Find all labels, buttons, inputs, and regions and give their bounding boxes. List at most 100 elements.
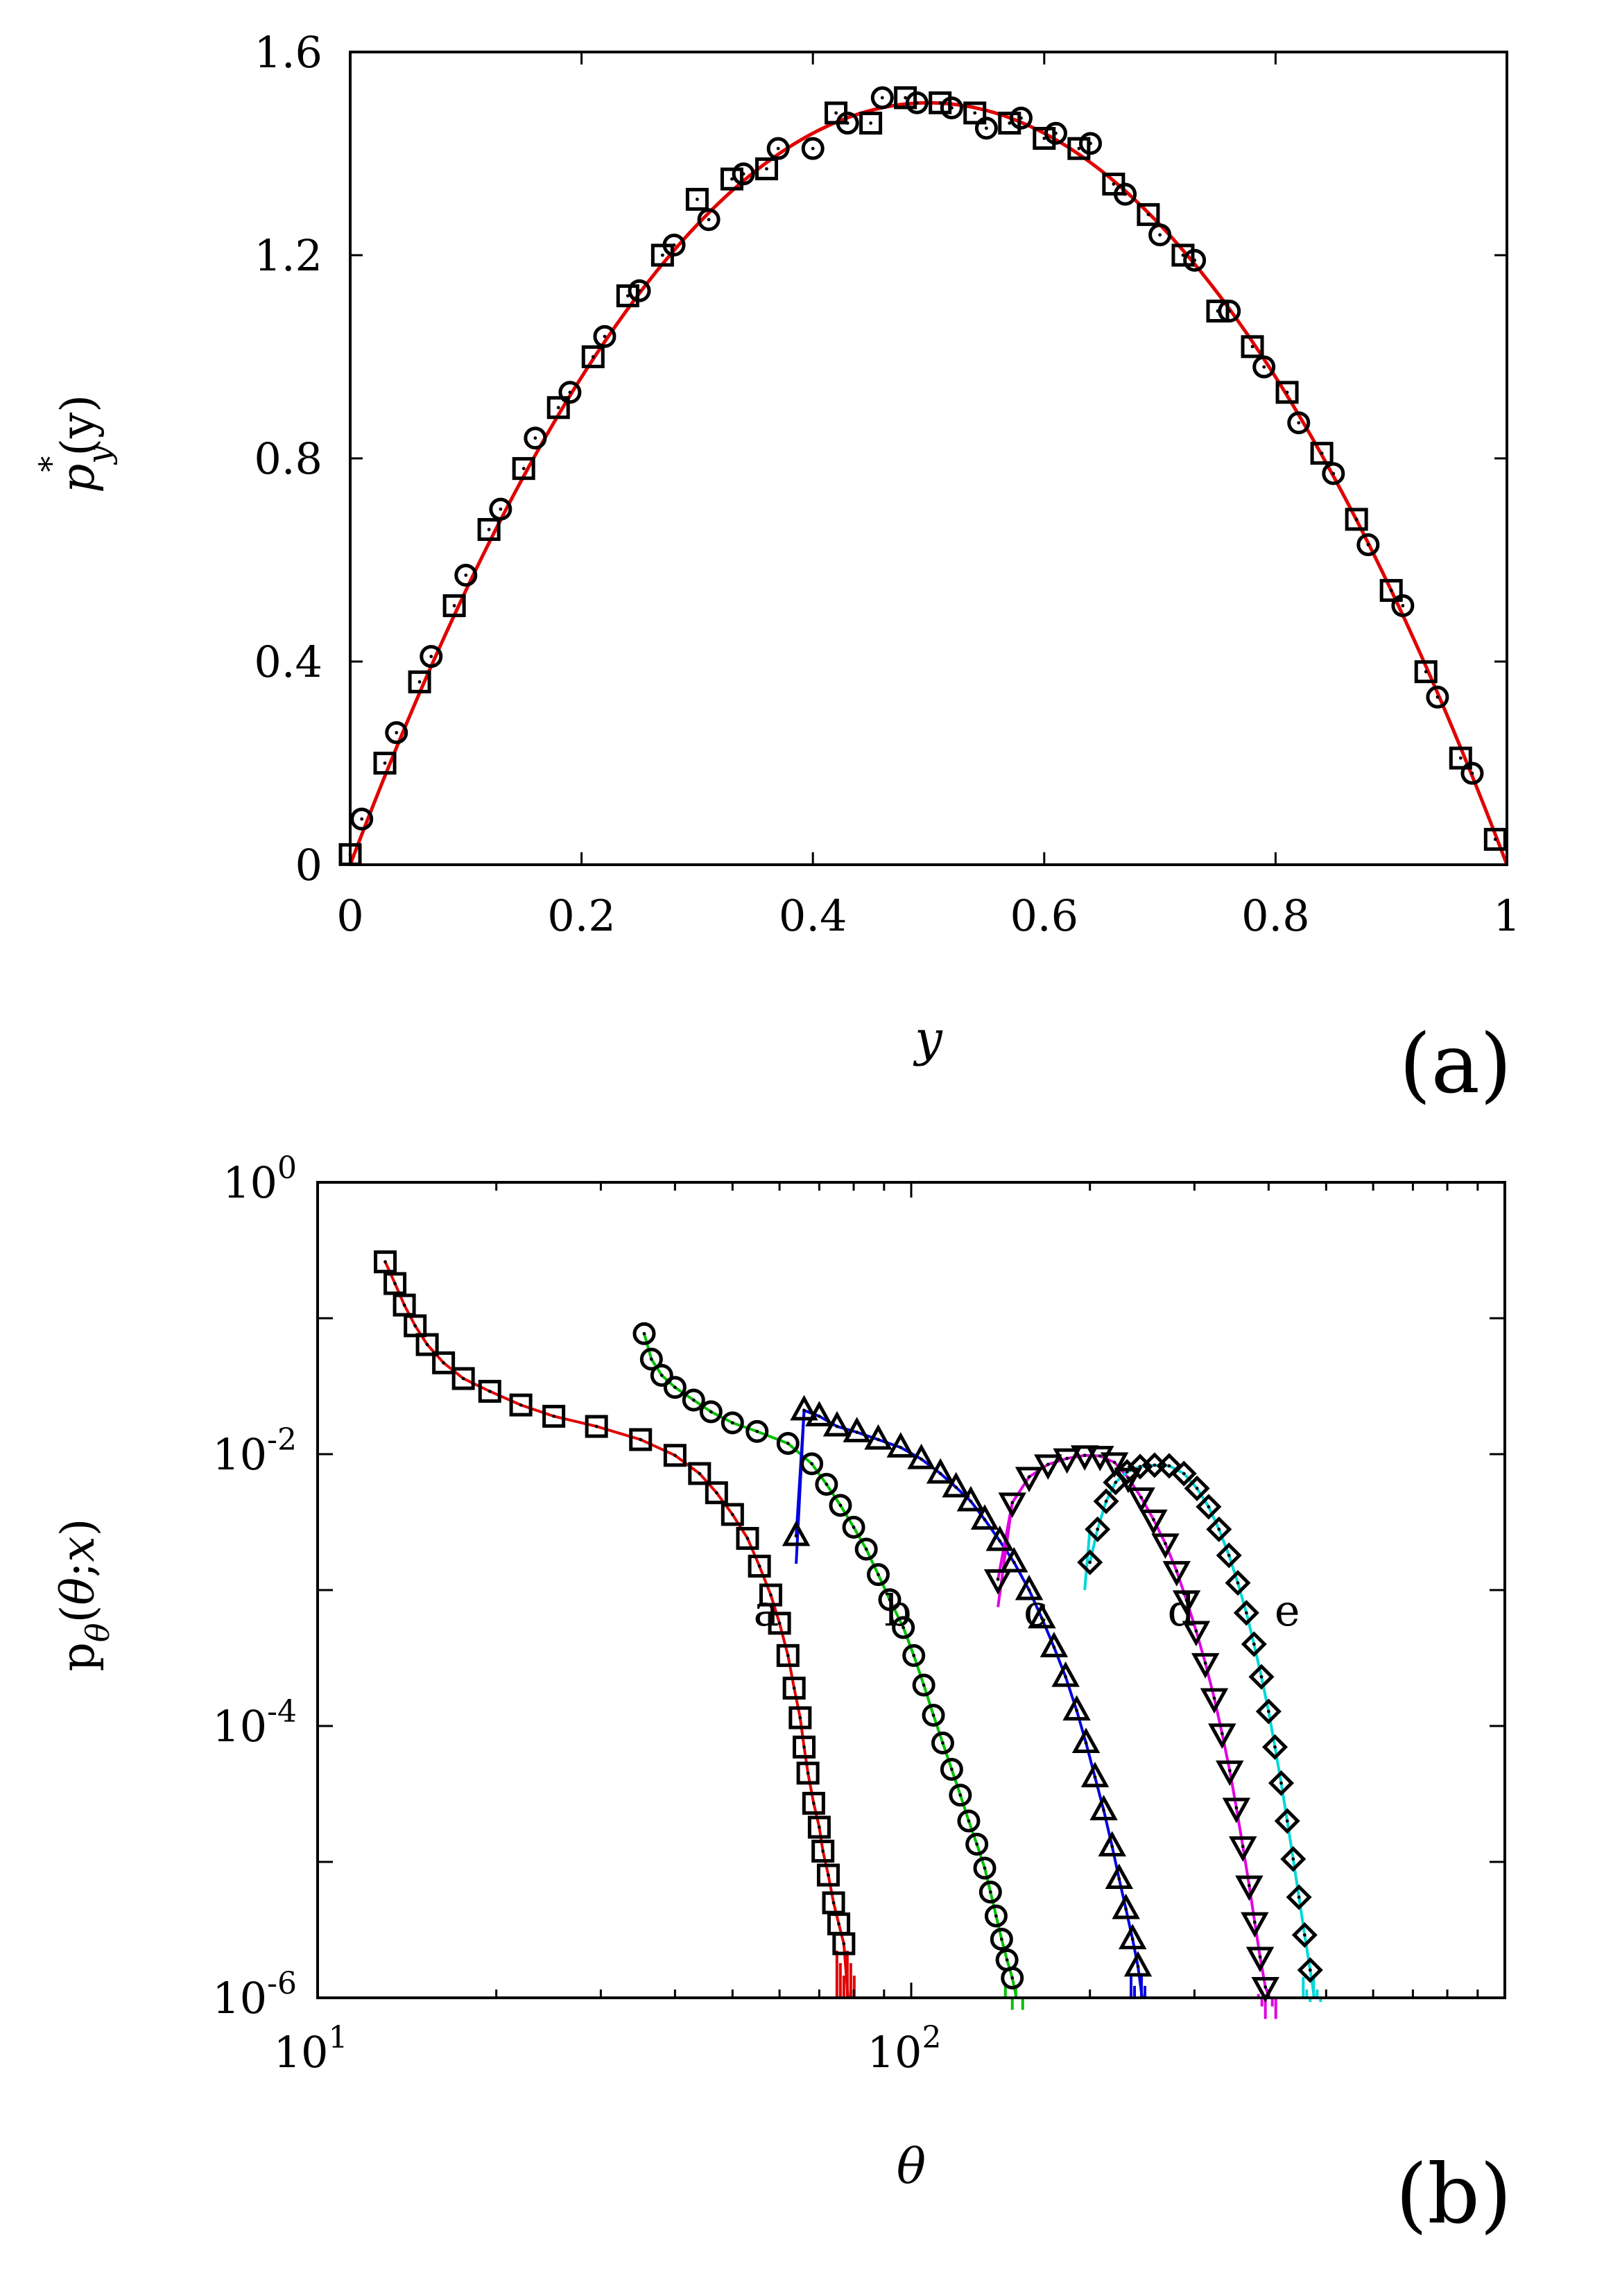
series-c-point bbox=[1080, 1761, 1110, 1788]
series-a-point bbox=[759, 1583, 782, 1607]
squares-point bbox=[408, 670, 431, 693]
series-a-point bbox=[796, 1761, 820, 1785]
ticks-b: 101 102 10-6 10-4 10-2 100 bbox=[212, 1150, 1505, 2078]
series-e-point bbox=[1156, 1453, 1182, 1479]
x-tick-label-a: 1 bbox=[1493, 890, 1520, 941]
x-tick-label-a: 0.2 bbox=[547, 890, 616, 941]
series-d-point bbox=[1034, 1454, 1062, 1481]
circles-point bbox=[662, 233, 686, 257]
squares-point bbox=[616, 284, 639, 308]
series-e-point bbox=[1171, 1460, 1197, 1487]
series-c-point bbox=[886, 1432, 915, 1458]
series-b-point bbox=[1001, 1966, 1024, 1989]
series-a-point bbox=[827, 1912, 851, 1935]
series-e-point bbox=[1206, 1516, 1232, 1542]
series-b-point bbox=[878, 1588, 902, 1612]
circles-point bbox=[1148, 223, 1172, 247]
circles-point bbox=[1252, 355, 1276, 379]
series-d-point bbox=[1053, 1448, 1081, 1474]
circles-point bbox=[454, 563, 478, 587]
series-line-d bbox=[997, 1453, 1271, 1999]
panel-label-a: (a) bbox=[1399, 1016, 1512, 1112]
series-c-point bbox=[1062, 1695, 1091, 1721]
series-c-point bbox=[1000, 1546, 1028, 1573]
series-b-point bbox=[957, 1809, 981, 1833]
series-a-point bbox=[793, 1735, 816, 1759]
series-e-point bbox=[1268, 1770, 1295, 1796]
series-b-point bbox=[949, 1784, 972, 1807]
series-a-point bbox=[705, 1481, 728, 1505]
y-tick-label-b: 10-4 bbox=[212, 1694, 297, 1752]
series-e-point bbox=[1274, 1808, 1300, 1834]
series-b-point bbox=[776, 1431, 800, 1455]
series-c-point bbox=[864, 1424, 892, 1450]
circles-point bbox=[350, 807, 374, 831]
circles-point bbox=[489, 497, 512, 521]
circles-point bbox=[1079, 132, 1103, 155]
circles-point bbox=[870, 86, 894, 110]
squares-point bbox=[720, 167, 743, 191]
series-d-point bbox=[1182, 1621, 1211, 1647]
y-axis-label-b: pθ(θ;x) bbox=[51, 1519, 117, 1672]
series-d-point bbox=[1139, 1509, 1168, 1535]
series-d-point bbox=[1191, 1652, 1220, 1679]
series-c-point bbox=[1089, 1795, 1118, 1820]
squares-point bbox=[998, 112, 1021, 135]
squares-point bbox=[373, 752, 397, 775]
series-d-point bbox=[983, 1569, 1012, 1595]
series-d-point bbox=[1241, 1912, 1269, 1938]
series-d-point bbox=[1100, 1452, 1129, 1478]
y-tick-label-a: 0.4 bbox=[254, 637, 322, 687]
series-a-point bbox=[816, 1863, 840, 1887]
squares-point bbox=[1345, 508, 1368, 531]
circles-point bbox=[524, 426, 547, 450]
chart-panel-a: 0 0.2 0.4 0.6 0.8 1 0 0.4 0.8 1.2 1.6 y py*(y) (a) bbox=[32, 27, 1521, 1112]
series-c-point bbox=[782, 1520, 811, 1546]
series-b-point bbox=[940, 1757, 963, 1781]
x-axis-label-a: y bbox=[913, 1010, 943, 1067]
circles-point bbox=[1426, 685, 1449, 709]
series-b-point bbox=[978, 1880, 1002, 1904]
series-b-point bbox=[973, 1856, 997, 1880]
circles-point bbox=[420, 645, 443, 668]
series-b-point bbox=[854, 1537, 878, 1561]
circles-point bbox=[940, 96, 963, 120]
squares-point bbox=[442, 594, 466, 617]
series-c-point bbox=[805, 1401, 834, 1426]
series-a-point bbox=[807, 1815, 831, 1839]
circles-point bbox=[905, 91, 929, 114]
series-d-point bbox=[1245, 1947, 1275, 1973]
series-a-point bbox=[451, 1367, 475, 1390]
series-b-point bbox=[800, 1452, 824, 1476]
series-a-point bbox=[721, 1503, 744, 1526]
series-b-point bbox=[745, 1419, 769, 1443]
series-e-point bbox=[1248, 1664, 1275, 1690]
series-b-point bbox=[639, 1347, 663, 1371]
circles-point bbox=[697, 208, 721, 232]
series-b-point bbox=[912, 1673, 935, 1697]
series-b-point bbox=[922, 1703, 945, 1727]
series-c-point bbox=[1040, 1632, 1069, 1657]
series-b-point bbox=[931, 1731, 954, 1754]
series-drop-c bbox=[795, 1410, 806, 1564]
series-e-point bbox=[1225, 1570, 1251, 1596]
circles-point bbox=[836, 112, 859, 135]
panel-label-b: (b) bbox=[1395, 2146, 1512, 2242]
curve-label-a: a bbox=[754, 1585, 779, 1636]
series-e-point bbox=[1297, 1957, 1323, 1983]
series-a-point bbox=[663, 1444, 687, 1467]
series-d-point bbox=[1251, 1976, 1279, 2003]
series-e-point bbox=[1216, 1542, 1242, 1569]
series-c-point bbox=[1118, 1924, 1147, 1949]
series-d-point bbox=[998, 1492, 1026, 1519]
series-b-point bbox=[632, 1322, 656, 1345]
squares-point bbox=[1379, 578, 1403, 602]
series-b-point bbox=[663, 1376, 687, 1399]
y-tick-label-b: 10-2 bbox=[212, 1422, 297, 1480]
series-c-point bbox=[970, 1504, 999, 1530]
x-tick-label-a: 0.6 bbox=[1010, 890, 1078, 941]
series-b-point bbox=[902, 1643, 926, 1667]
squares-point bbox=[512, 457, 535, 481]
curve-label-d: d bbox=[1167, 1585, 1195, 1636]
series-a-point bbox=[374, 1250, 397, 1274]
